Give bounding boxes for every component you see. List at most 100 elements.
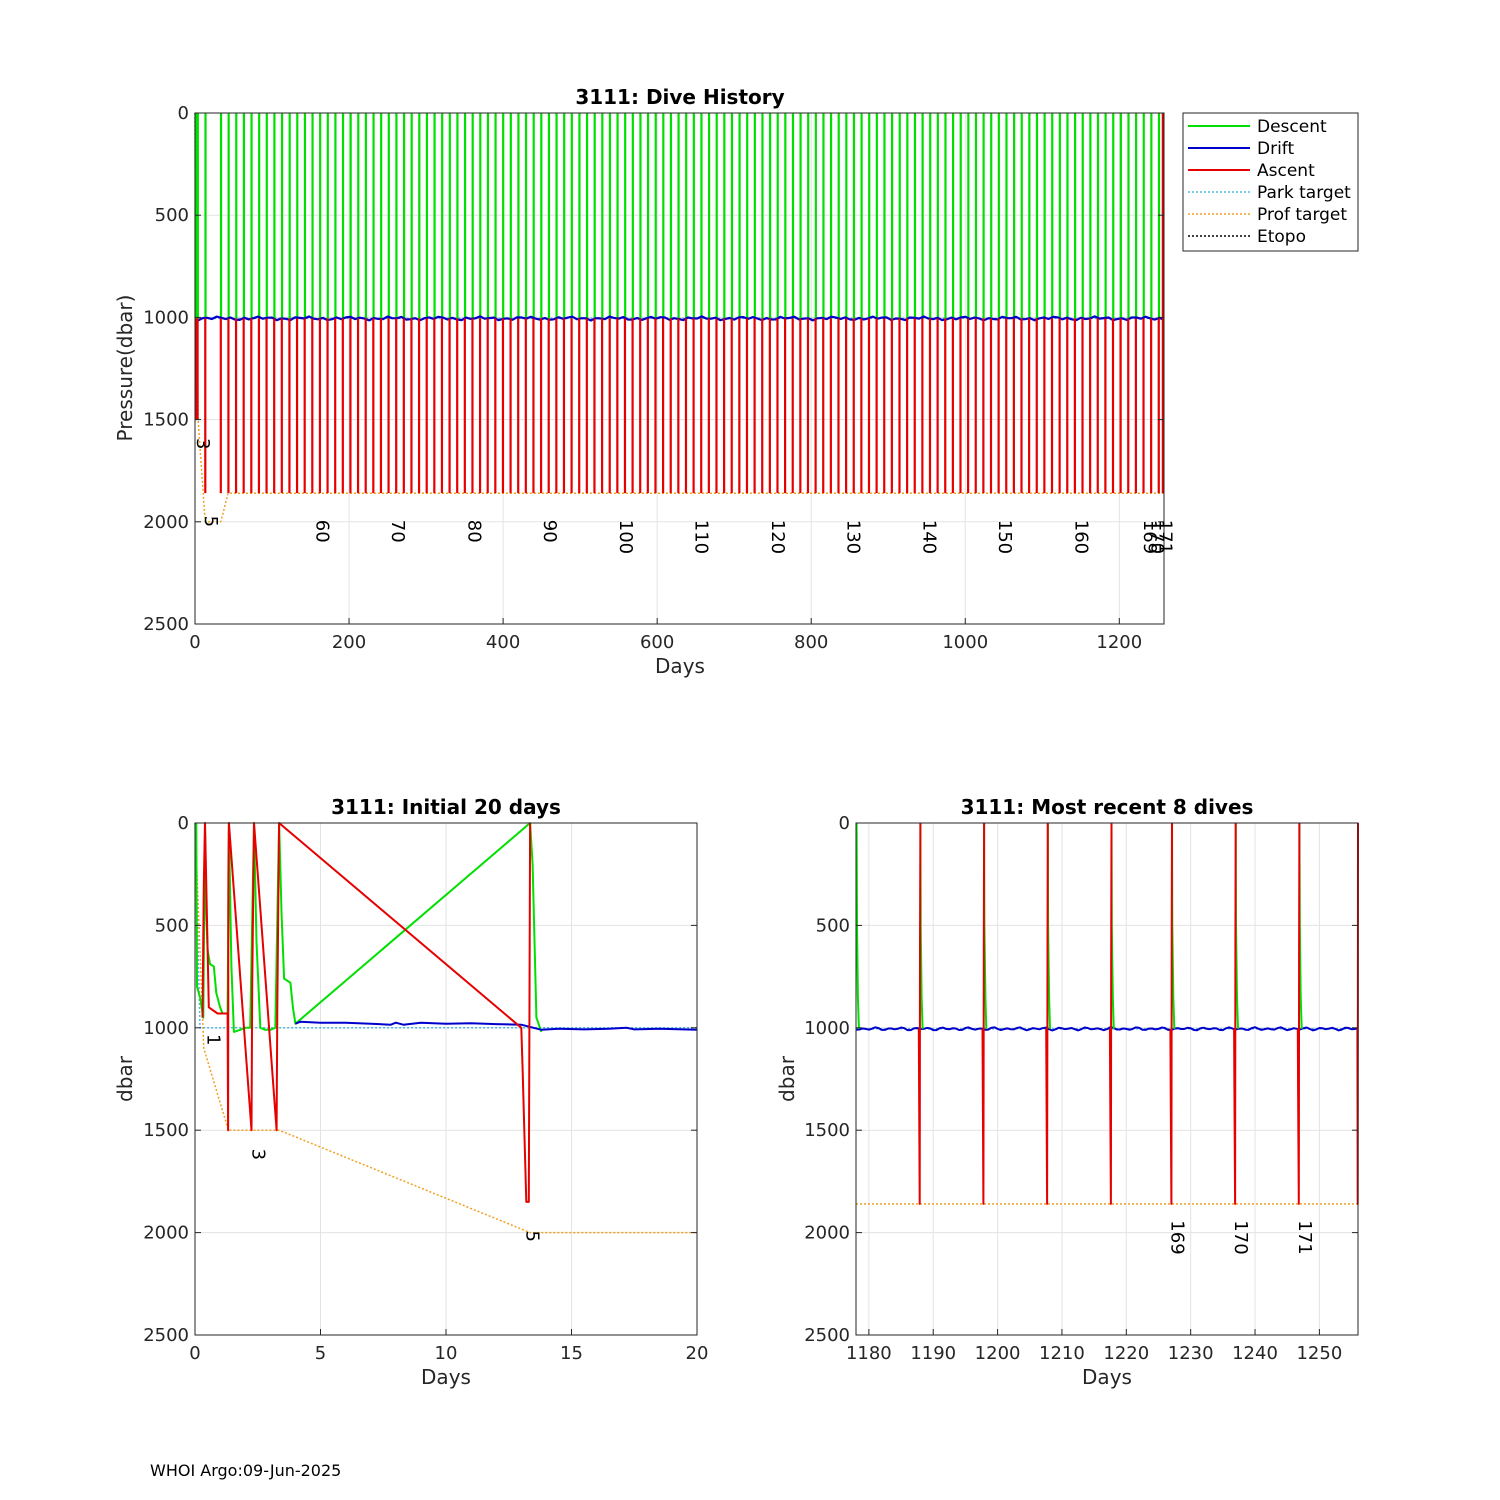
history-cycle-label-80: 80 <box>463 520 484 543</box>
history-ticks: 0 200 400 600 800 1000 1200 0 500 1000 1500 2000 250… <box>143 103 1164 653</box>
initial-x-tick-label: 0 <box>189 1343 200 1364</box>
initial-x-tick-label: 15 <box>560 1343 583 1364</box>
history-y-tick-label: 1500 <box>143 410 189 431</box>
history-title: 3111: Dive History <box>575 85 784 109</box>
history-y-tick-label: 2000 <box>143 512 189 533</box>
history-x-tick-label: 800 <box>794 632 828 653</box>
initial-ticks: 0 5 10 15 20 0 500 1000 1500 2000 2500 <box>143 813 708 1364</box>
initial-x-tick-label: 20 <box>686 1343 709 1364</box>
initial-x-label: Days <box>421 1365 471 1389</box>
initial-title: 3111: Initial 20 days <box>331 795 561 819</box>
recent-plot-area <box>856 823 1358 1335</box>
dive-history-panel: 0 200 400 600 800 1000 1200 0 500 1000 1500 2000 250… <box>113 85 1175 678</box>
recent-descent-line <box>855 822 860 1029</box>
recent-ascent-line <box>1108 822 1113 1205</box>
recent-ascent-line <box>981 822 986 1205</box>
history-cycle-label-120: 120 <box>767 520 788 554</box>
history-x-tick-label: 1200 <box>1096 632 1142 653</box>
recent-y-tick-label: 2000 <box>804 1223 850 1244</box>
initial-y-tick-label: 500 <box>155 915 189 936</box>
initial-drift-line <box>295 1020 698 1031</box>
history-cycle-label-90: 90 <box>539 520 560 543</box>
history-cycle-label-140: 140 <box>919 520 940 554</box>
legend-label-ascent: Ascent <box>1257 161 1315 181</box>
recent-y-tick-label: 1500 <box>804 1120 850 1141</box>
recent-ascent-line <box>1169 822 1173 1205</box>
initial-y-tick-label: 2000 <box>143 1223 189 1244</box>
recent-x-tick-label: 1220 <box>1103 1343 1149 1364</box>
drift-line <box>197 315 1165 322</box>
initial-x-tick-label: 10 <box>435 1343 458 1364</box>
history-x-label: Days <box>655 654 705 678</box>
history-y-tick-label: 0 <box>178 103 189 124</box>
recent-x-tick-label: 1250 <box>1296 1343 1342 1364</box>
initial-cycle-label-1: 1 <box>203 1034 224 1045</box>
recent-axes-box <box>855 822 1359 1336</box>
recent-x-tick-label: 1210 <box>1039 1343 1085 1364</box>
history-cycle-label-60: 60 <box>312 520 333 543</box>
recent-title: 3111: Most recent 8 dives <box>961 795 1254 819</box>
legend-label-descent: Descent <box>1257 117 1327 137</box>
history-cycle-label-169: 169 <box>1139 520 1160 554</box>
history-x-tick-label: 600 <box>640 632 674 653</box>
prof-target-line <box>194 112 1164 523</box>
recent-y-tick-label: 1000 <box>804 1018 850 1039</box>
history-cycle-label-130: 130 <box>842 520 863 554</box>
history-y-tick-label: 500 <box>155 205 189 226</box>
recent-cycle-labels: 169 170 171 <box>1166 1220 1314 1254</box>
history-cycle-label-170: 170 <box>1147 520 1168 554</box>
legend-box <box>1182 112 1359 252</box>
history-y-tick-label: 2500 <box>143 614 189 635</box>
history-cycle-label-110: 110 <box>691 520 712 554</box>
history-y-label: Pressure(dbar) <box>113 295 137 442</box>
legend-label-etopo: Etopo <box>1257 227 1306 247</box>
initial-20-days-panel: 0 5 10 15 20 0 500 1000 1500 2000 2500 1 3 5 3111: I… <box>113 795 708 1389</box>
history-x-tick-label: 200 <box>332 632 366 653</box>
initial-ascent-line <box>201 822 532 1203</box>
recent-x-tick-label: 1190 <box>910 1343 956 1364</box>
footer-credit: WHOI Argo:09-Jun-2025 <box>150 1461 342 1480</box>
history-x-tick-label: 1000 <box>942 632 988 653</box>
initial-y-tick-label: 1500 <box>143 1120 189 1141</box>
history-axes-box <box>194 112 1165 625</box>
recent-y-label: dbar <box>775 1055 799 1102</box>
initial-y-tick-label: 2500 <box>143 1325 189 1346</box>
recent-x-tick-label: 1240 <box>1232 1343 1278 1364</box>
recent-drift-line <box>855 1026 1359 1032</box>
legend-label-park-target: Park target <box>1257 183 1351 203</box>
initial-y-tick-label: 1000 <box>143 1018 189 1039</box>
legend-label-drift: Drift <box>1257 139 1294 159</box>
recent-x-label: Days <box>1082 1365 1132 1389</box>
history-cycle-label-5: 5 <box>200 516 221 527</box>
recent-x-tick-label: 1230 <box>1168 1343 1214 1364</box>
history-x-tick-label: 0 <box>189 632 200 653</box>
history-cycle-label-3: 3 <box>192 438 213 449</box>
recent-8-dives-panel: 1180 1190 1200 1210 1220 1230 1240 1250 0 500 1000… <box>775 795 1359 1389</box>
legend-label-prof-target: Prof target <box>1257 205 1347 225</box>
initial-y-label: dbar <box>113 1055 137 1102</box>
history-cycle-label-100: 100 <box>615 520 636 554</box>
recent-cycle-label-170: 170 <box>1230 1220 1251 1254</box>
recent-ascent-line <box>917 822 922 1205</box>
recent-ticks: 1180 1190 1200 1210 1220 1230 1240 1250 0 500 1000… <box>804 813 1358 1364</box>
initial-cycle-labels: 1 3 5 <box>203 1034 543 1242</box>
recent-ascent-line <box>1045 822 1049 1205</box>
recent-cycle-label-171: 171 <box>1294 1220 1315 1254</box>
recent-cycle-label-169: 169 <box>1166 1220 1187 1254</box>
recent-x-tick-label: 1200 <box>975 1343 1021 1364</box>
recent-y-tick-label: 0 <box>839 813 850 834</box>
initial-x-tick-label: 5 <box>315 1343 326 1364</box>
recent-x-tick-label: 1180 <box>846 1343 892 1364</box>
history-cycle-label-171: 171 <box>1154 520 1175 554</box>
history-cycle-label-160: 160 <box>1070 520 1091 554</box>
initial-y-tick-label: 0 <box>178 813 189 834</box>
history-x-tick-label: 400 <box>486 632 520 653</box>
history-cycle-label-70: 70 <box>387 520 408 543</box>
initial-prof-target-line <box>194 822 697 1234</box>
recent-y-tick-label: 2500 <box>804 1325 850 1346</box>
initial-cycle-label-3: 3 <box>248 1149 269 1160</box>
recent-ascent-line <box>1296 822 1301 1205</box>
history-y-tick-label: 1000 <box>143 307 189 328</box>
